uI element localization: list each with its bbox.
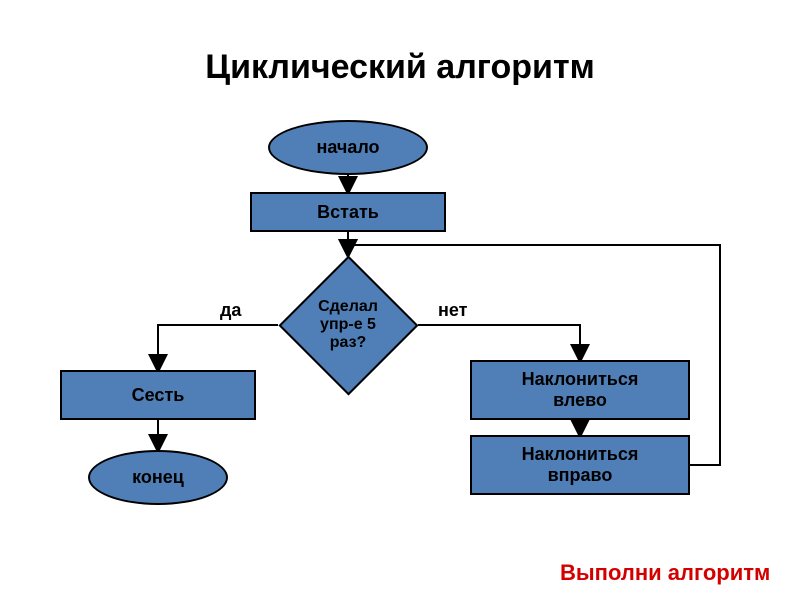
process-lean-right: Наклонитьсявправо [470,435,690,495]
process-stand-label: Встать [317,202,379,223]
process-lean-left-label: Наклонитьсявлево [522,369,639,411]
terminal-start-label: начало [316,137,379,158]
decision-label: Сделалупр-е 5раз? [278,255,418,395]
process-lean-left: Наклонитьсявлево [470,360,690,420]
page-title: Циклический алгоритм [0,48,800,87]
terminal-end-label: конец [132,467,184,488]
process-lean-right-label: Наклонитьсявправо [522,444,639,486]
footer-instruction: Выполни алгоритм [560,560,770,586]
edge-label-yes: да [220,300,241,321]
decision-node: Сделалупр-е 5раз? [278,255,418,395]
terminal-start: начало [268,120,428,175]
process-stand: Встать [250,192,446,232]
process-sit: Сесть [60,370,256,420]
edge-label-no: нет [438,300,467,321]
terminal-end: конец [88,450,228,505]
process-sit-label: Сесть [132,385,185,406]
